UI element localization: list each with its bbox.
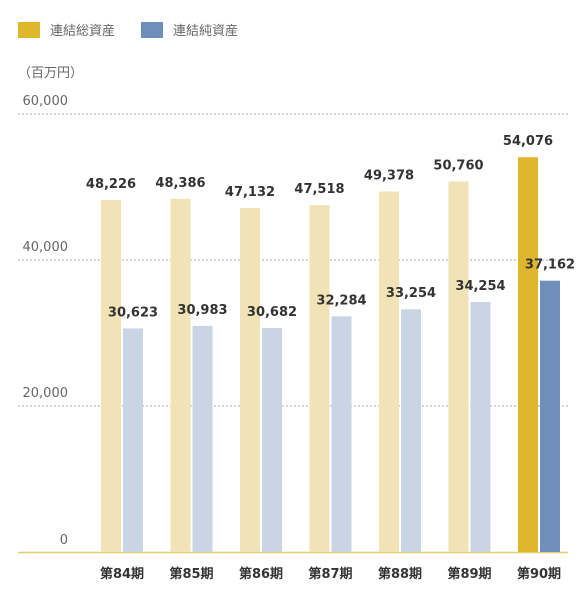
data-label-net-assets: 34,254 bbox=[455, 279, 505, 294]
legend-item-net-assets: 連結純資産 bbox=[141, 20, 238, 39]
x-tick-label: 第87期 bbox=[308, 566, 352, 582]
legend-swatch-net-assets bbox=[141, 21, 164, 38]
data-label-total-assets: 47,518 bbox=[294, 182, 344, 197]
data-label-net-assets: 32,284 bbox=[316, 293, 366, 308]
y-tick-label: 0 bbox=[60, 533, 68, 548]
x-tick-label: 第90期 bbox=[517, 566, 561, 582]
y-tick-label: 40,000 bbox=[23, 240, 69, 255]
data-label-total-assets: 48,226 bbox=[86, 177, 136, 192]
y-axis-unit-label: （百万円） bbox=[18, 66, 84, 81]
legend-swatch-total-assets bbox=[18, 21, 40, 38]
data-label-net-assets: 37,162 bbox=[525, 258, 575, 273]
bar-net-assets bbox=[401, 309, 421, 552]
data-label-net-assets: 33,254 bbox=[386, 286, 436, 301]
bar-total-assets bbox=[518, 157, 538, 553]
legend-label-total-assets: 連結総資産 bbox=[50, 24, 116, 39]
x-tick-label: 第85期 bbox=[169, 566, 213, 582]
data-label-total-assets: 54,076 bbox=[503, 134, 553, 149]
data-label-net-assets: 30,983 bbox=[177, 303, 227, 318]
data-label-net-assets: 30,682 bbox=[247, 305, 297, 320]
data-label-net-assets: 30,623 bbox=[108, 305, 158, 320]
x-tick-label: 第84期 bbox=[100, 566, 144, 582]
bar-total-assets bbox=[309, 205, 330, 553]
bar-net-assets bbox=[262, 328, 282, 552]
legend-item-total-assets: 連結総資産 bbox=[18, 20, 115, 39]
bar-total-assets bbox=[448, 181, 469, 552]
bar-net-assets bbox=[192, 325, 213, 552]
x-tick-label: 第89期 bbox=[447, 566, 491, 582]
legend-label-net-assets: 連結純資産 bbox=[173, 24, 239, 39]
bar-total-assets bbox=[240, 207, 260, 552]
bar-net-assets bbox=[470, 301, 491, 552]
bar-net-assets bbox=[331, 316, 352, 552]
bar-total-assets bbox=[170, 198, 191, 552]
bar-net-assets bbox=[540, 280, 560, 552]
x-tick-label: 第88期 bbox=[378, 566, 422, 582]
bar-net-assets bbox=[123, 328, 143, 552]
data-label-total-assets: 49,378 bbox=[364, 169, 414, 184]
data-label-total-assets: 48,386 bbox=[155, 176, 205, 191]
x-tick-label: 第86期 bbox=[239, 566, 283, 582]
legend: 連結総資産 連結純資産 bbox=[18, 20, 238, 39]
bar-total-assets bbox=[101, 199, 121, 552]
y-tick-label: 60,000 bbox=[23, 94, 69, 109]
bar-total-assets bbox=[379, 191, 399, 553]
data-label-total-assets: 50,760 bbox=[433, 158, 483, 173]
y-tick-label: 20,000 bbox=[23, 386, 69, 401]
data-label-total-assets: 47,132 bbox=[225, 185, 275, 200]
